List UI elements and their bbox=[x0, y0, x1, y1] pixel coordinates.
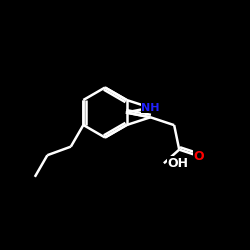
Text: O: O bbox=[193, 150, 204, 162]
Text: OH: OH bbox=[168, 157, 189, 170]
Text: NH: NH bbox=[141, 103, 160, 113]
